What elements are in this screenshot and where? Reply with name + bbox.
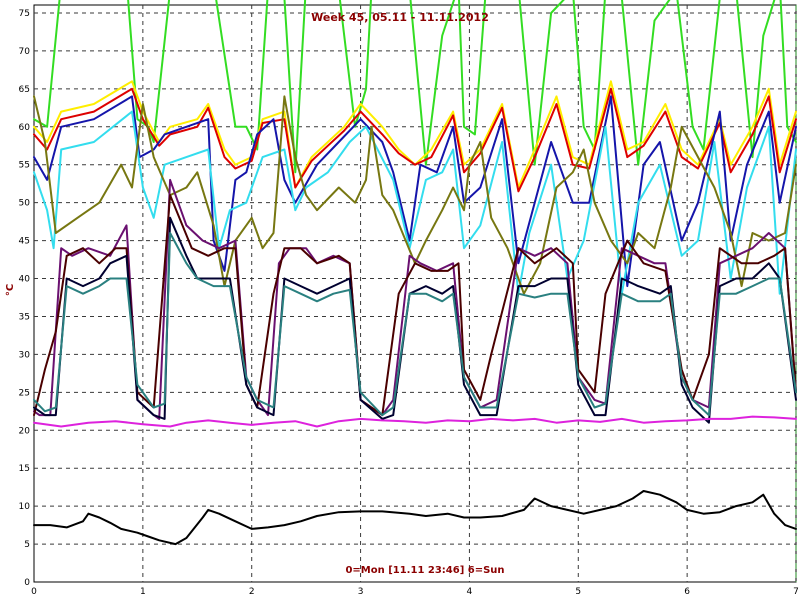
y-tick-label: 5 [24, 540, 30, 550]
y-axis-label: °C [5, 284, 16, 296]
y-tick-label: 55 [19, 161, 30, 171]
x-tick-label: 5 [575, 587, 581, 597]
series-line-11 [33, 415, 797, 428]
y-tick-label: 20 [19, 426, 31, 436]
y-tick-label: 40 [19, 275, 31, 285]
series-line-5 [33, 110, 797, 295]
x-axis-label: 0=Mon [11.11 23:46] 6=Sun [345, 565, 504, 576]
y-tick-label: 0 [24, 578, 30, 588]
y-tick-label: 25 [19, 388, 30, 398]
y-tick-label: 35 [19, 312, 30, 322]
grid [34, 5, 796, 582]
x-tick-label: 7 [793, 587, 799, 597]
series-line-10 [33, 232, 797, 417]
x-tick-label: 4 [467, 587, 473, 597]
x-tick-label: 0 [31, 587, 37, 597]
y-tick-label: 15 [19, 464, 30, 474]
series-line-1 [33, 0, 797, 174]
y-tick-label: 45 [19, 237, 30, 247]
y-tick-label: 65 [19, 85, 30, 95]
y-tick-label: 75 [19, 9, 30, 19]
y-tick-label: 70 [19, 47, 31, 57]
x-axis-ticks: 0 1 2 3 4 5 6 7 [31, 587, 799, 597]
series-line-12 [33, 490, 797, 546]
y-axis-ticks: 0 5 10 15 20 25 30 35 40 45 50 55 60 65 70 75 [19, 9, 31, 588]
y-tick-label: 60 [19, 123, 31, 133]
series-line-4 [33, 95, 797, 288]
x-tick-label: 3 [358, 587, 364, 597]
x-tick-label: 6 [684, 587, 690, 597]
x-tick-label: 2 [249, 587, 255, 597]
chart-title: Week 45, 05.11 - 11.11.2012 [311, 11, 489, 24]
y-tick-label: 30 [19, 350, 31, 360]
x-tick-label: 1 [140, 587, 146, 597]
y-tick-label: 10 [19, 502, 31, 512]
y-tick-label: 50 [19, 199, 31, 209]
series-line-3 [33, 87, 797, 193]
series-layer [33, 0, 797, 546]
